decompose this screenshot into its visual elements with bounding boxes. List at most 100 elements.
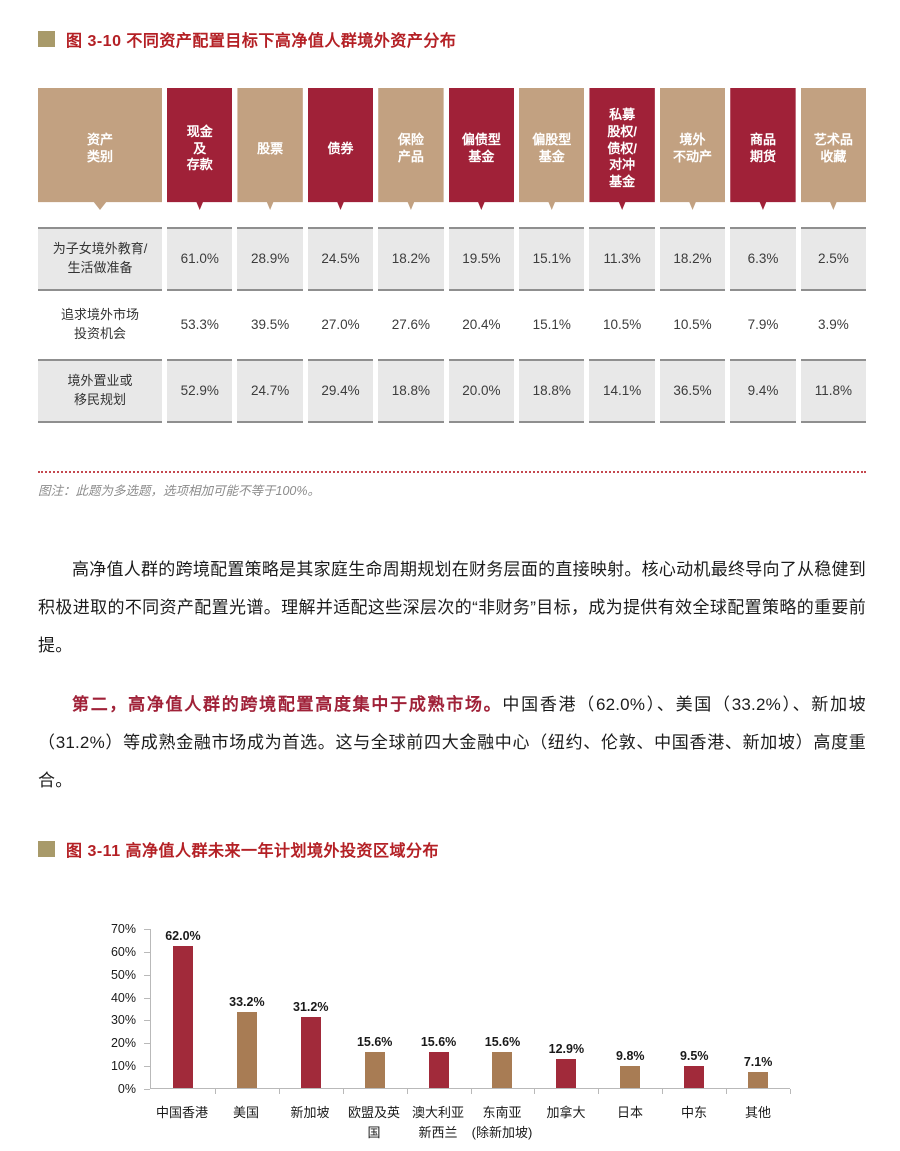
table-column-header: 偏债型 基金 — [448, 88, 515, 210]
bar-value-label: 33.2% — [229, 995, 265, 1010]
category-label: 欧盟及英国 — [347, 1105, 400, 1140]
row-label-cell: 境外置业或 移民规划 — [38, 359, 162, 423]
figure-3-10-title-text: 图 3-10 不同资产配置目标下高净值人群境外资产分布 — [66, 33, 457, 50]
y-axis-tick-label: 20% — [110, 1036, 136, 1051]
table-column-header: 股票 — [237, 88, 303, 210]
page: 图 3-10 不同资产配置目标下高净值人群境外资产分布 资产 类别 现金 及 存… — [0, 27, 900, 1151]
value-cell: 7.9% — [747, 317, 779, 333]
category-label: 其他 — [744, 1105, 771, 1120]
bar — [620, 1065, 641, 1088]
table-column-header: 境外 不动产 — [659, 88, 726, 210]
category-label: 日本 — [616, 1105, 643, 1120]
value-cell: 11.8% — [800, 359, 867, 423]
value-cell: 18.8% — [378, 359, 444, 423]
bar — [492, 1052, 513, 1088]
value-cell: 15.1% — [519, 227, 585, 291]
table-row: 追求境外市场 投资机会 53.3% 39.5% 27.0% 27.6% 20.4% 15.1… — [38, 293, 866, 357]
figure-3-11-title: 图 3-11 高净值人群未来一年计划境外投资区域分布 — [38, 837, 866, 861]
square-bullet-icon — [38, 841, 55, 857]
chart-plot: 62.0% 33.2% 31.2% 15.6% 15.6% 15.6% 12.9% 9.8% 9… — [150, 929, 791, 1094]
paragraph-2: 第二，高净值人群的跨境配置高度集中于成熟市场。中国香港（62.0%）、美国（33… — [38, 686, 866, 800]
category-label: 澳大利亚 新西兰 — [411, 1105, 464, 1140]
table-column-header: 现金 及 存款 — [167, 88, 233, 210]
value-cell: 27.0% — [321, 317, 360, 333]
chart-bar-slot: 15.6% — [343, 929, 408, 1094]
table-row: 为子女境外教育/ 生活做准备 61.0% 28.9% 24.5% 18.2% 19.5% 1… — [38, 227, 867, 291]
category-label: 新加坡 — [290, 1105, 330, 1120]
bar — [428, 1052, 449, 1088]
table-row: 境外置业或 移民规划 52.9% 24.7% 29.4% 18.8% 20.0% 18.8%… — [38, 359, 867, 423]
bar-value-label: 9.5% — [679, 1049, 709, 1064]
value-cell: 53.3% — [180, 317, 219, 333]
paragraph-1: 高净值人群的跨境配置策略是其家庭生命周期规划在财务层面的直接映射。核心动机最终导… — [38, 560, 866, 655]
value-cell: 10.5% — [673, 317, 712, 333]
dotted-divider — [38, 471, 866, 473]
row-label-cell: 为子女境外教育/ 生活做准备 — [38, 227, 162, 291]
value-cell: 20.0% — [448, 359, 515, 423]
bar — [236, 1012, 257, 1088]
value-cell: 9.4% — [730, 359, 796, 423]
y-axis-tick-mark — [144, 929, 150, 930]
value-cell: 27.6% — [391, 317, 431, 333]
value-cell: 6.3% — [730, 227, 796, 291]
value-cell: 3.9% — [817, 317, 849, 333]
category-label: 中东 — [680, 1105, 707, 1120]
bar — [684, 1066, 705, 1088]
chart-bar-slot: 15.6% — [407, 929, 472, 1094]
table-body: 为子女境外教育/ 生活做准备 61.0% 28.9% 24.5% 18.2% 19.5% 1… — [38, 227, 867, 423]
value-cell: 24.5% — [307, 227, 374, 291]
y-axis-tick-mark — [144, 1020, 150, 1022]
y-axis-tick-mark — [144, 974, 150, 976]
chart-x-labels: 中国香港 美国 新加坡 欧盟及英国 澳大利亚 新西兰 东南亚 (除新加坡) 加拿大 日本 中东 其… — [150, 1103, 790, 1142]
bar-value-label: 12.9% — [548, 1041, 585, 1056]
bar-value-label: 15.6% — [484, 1035, 521, 1050]
y-axis-tick-label: 30% — [110, 1013, 136, 1028]
table-column-header: 私募 股权/ 债权/ 对冲 基金 — [589, 88, 655, 210]
bar-value-label: 7.1% — [743, 1054, 773, 1069]
bar-value-label: 62.0% — [165, 929, 201, 944]
value-cell: 10.5% — [603, 317, 642, 333]
chart-bar-slot: 12.9% — [534, 929, 600, 1094]
asset-allocation-table: 资产 类别 现金 及 存款 股票 债券 保险 产品 偏债型 基金 偏股型 基金 私募 股权/… — [38, 88, 867, 423]
category-label: 美国 — [232, 1105, 259, 1120]
y-axis-tick-label: 10% — [110, 1059, 136, 1074]
value-cell: 11.3% — [589, 227, 655, 291]
value-cell: 24.7% — [237, 359, 303, 423]
value-cell: 61.0% — [167, 227, 233, 291]
chart-bar-slot: 33.2% — [215, 929, 280, 1094]
figure-3-10-title: 图 3-10 不同资产配置目标下高净值人群境外资产分布 — [38, 27, 866, 51]
bar-value-label: 31.2% — [293, 999, 329, 1014]
value-cell: 18.2% — [659, 227, 726, 291]
y-axis-tick-label: 50% — [110, 967, 136, 982]
y-axis-tick-mark — [144, 951, 150, 953]
value-cell: 19.5% — [448, 227, 515, 291]
table-corner-header: 资产 类别 — [38, 88, 162, 210]
chart-bar-slot: 62.0% — [151, 929, 216, 1094]
y-axis-tick-label: 70% — [110, 922, 136, 936]
table-column-header: 艺术品 收藏 — [800, 88, 867, 210]
table-column-header: 商品 期货 — [730, 88, 796, 210]
value-cell: 15.1% — [532, 317, 571, 333]
y-axis-tick-label: 60% — [110, 944, 136, 959]
value-cell: 28.9% — [237, 227, 303, 291]
value-cell: 18.2% — [378, 227, 444, 291]
category-label: 东南亚 (除新加坡) — [471, 1105, 533, 1140]
paragraph-2-rest: 中国香港（62.0%）、美国（33.2%）、新加坡（31.2%）等成熟金融市场成… — [38, 695, 866, 790]
chart-bar-slot: 9.5% — [662, 929, 728, 1094]
bar — [748, 1071, 769, 1088]
value-cell: 20.4% — [462, 317, 501, 333]
value-cell: 39.5% — [250, 317, 290, 333]
y-axis-tick-mark — [144, 997, 150, 999]
y-axis-tick-label: 0% — [117, 1082, 136, 1096]
row-label-cell: 追求境外市场 投资机会 — [60, 307, 139, 341]
table-column-header: 偏股型 基金 — [519, 88, 585, 210]
category-label: 中国香港 — [155, 1105, 208, 1120]
bar-value-label: 9.8% — [616, 1048, 645, 1063]
y-axis-tick-label: 40% — [110, 990, 136, 1005]
value-cell: 14.1% — [589, 359, 655, 423]
value-cell: 18.8% — [519, 359, 585, 423]
value-cell: 29.4% — [307, 359, 374, 423]
figure-note-text: 图注：此题为多选题，选项相加可能不等于100%。 — [38, 484, 320, 498]
category-label: 加拿大 — [546, 1105, 586, 1120]
chart-bar-slot: 9.8% — [598, 929, 664, 1094]
